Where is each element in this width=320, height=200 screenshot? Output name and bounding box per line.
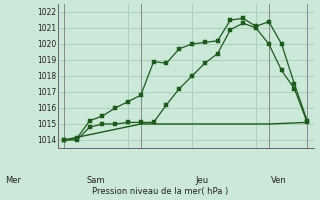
Text: Ven: Ven [270,176,286,185]
Text: Mer: Mer [5,176,21,185]
Text: Sam: Sam [87,176,105,185]
Text: Pression niveau de la mer( hPa ): Pression niveau de la mer( hPa ) [92,187,228,196]
Text: Jeu: Jeu [195,176,208,185]
